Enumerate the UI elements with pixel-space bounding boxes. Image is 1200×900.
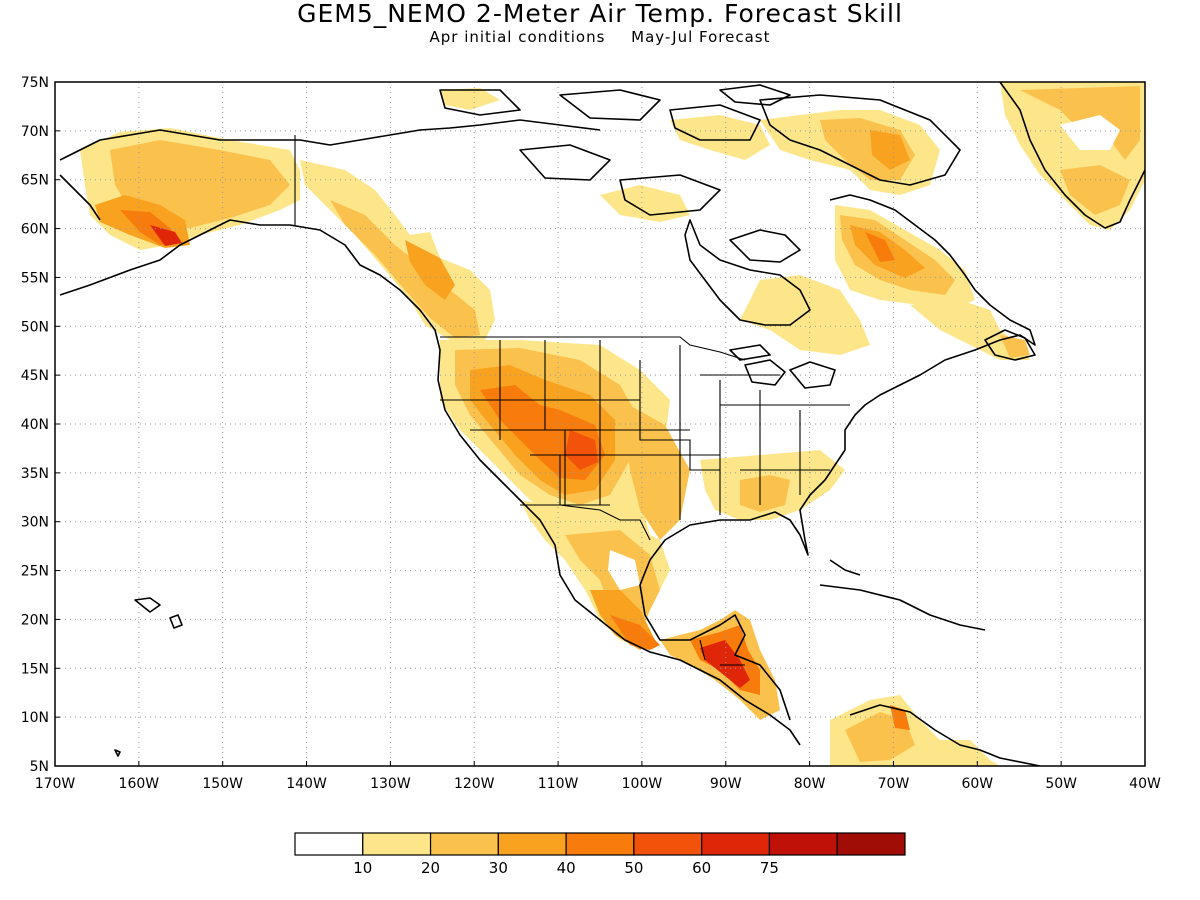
political-boundaries (294, 135, 850, 666)
colorbar-swatch (768, 832, 838, 856)
lat-tick-label: 30N (21, 515, 49, 531)
lat-tick-label: 65N (21, 173, 49, 189)
colorbar-swatch (294, 832, 364, 856)
lon-tick-label: 100W (622, 776, 663, 792)
colorbar-label: 75 (760, 859, 779, 877)
lat-tick-label: 10N (21, 710, 49, 726)
lat-tick-label: 35N (21, 466, 49, 482)
colorbar-swatch (701, 832, 771, 856)
lat-tick-label: 55N (21, 270, 49, 286)
colorbar-legend: 10 20 30 40 50 60 75 (294, 832, 906, 877)
lon-tick-label: 110W (538, 776, 579, 792)
lat-tick-label: 50N (21, 319, 49, 335)
colorbar-label: 40 (557, 859, 576, 877)
subtitle-forecast-period: May-Jul Forecast (631, 28, 771, 46)
lon-tick-label: 40W (1129, 776, 1161, 792)
colorbar-swatch (362, 832, 432, 856)
subtitle-initial-conditions: Apr initial conditions (429, 28, 606, 46)
colorbar-label: 10 (353, 859, 372, 877)
lon-tick-label: 90W (710, 776, 742, 792)
chart-title: GEM5_NEMO 2-Meter Air Temp. Forecast Ski… (297, 0, 903, 28)
lat-tick-label: 45N (21, 368, 49, 384)
lon-tick-label: 80W (794, 776, 826, 792)
lat-tick-label: 40N (21, 417, 49, 433)
colorbar-label: 50 (624, 859, 643, 877)
lat-tick-label: 15N (21, 661, 49, 677)
colorbar-swatch (497, 832, 567, 856)
lat-tick-label: 60N (21, 222, 49, 238)
latitude-axis: 75N 70N 65N 60N 55N 50N 45N 40N 35N 30N 25N 20N 15N 1… (21, 75, 60, 775)
lat-tick-label: 70N (21, 124, 49, 140)
colorbar-label: 30 (489, 859, 508, 877)
colorbar-swatch (633, 832, 703, 856)
lat-tick-label: 5N (30, 759, 49, 775)
lon-tick-label: 140W (286, 776, 327, 792)
lon-tick-label: 70W (878, 776, 910, 792)
lon-tick-label: 50W (1045, 776, 1077, 792)
lon-tick-label: 170W (35, 776, 76, 792)
colorbar-swatch (429, 832, 499, 856)
colorbar-swatch (565, 832, 635, 856)
lat-tick-label: 25N (21, 564, 49, 580)
lon-tick-label: 150W (202, 776, 243, 792)
lat-tick-label: 20N (21, 612, 49, 628)
colorbar-label: 60 (692, 859, 711, 877)
lon-tick-label: 130W (370, 776, 411, 792)
skill-shading-layer (80, 82, 1145, 766)
lat-tick-label: 75N (21, 75, 49, 91)
longitude-axis: 170W 160W 150W 140W 130W 120W 110W 100W 90W 80W 70… (35, 761, 1161, 792)
chart-subtitle: Apr initial conditions May-Jul Forecast (0, 28, 1200, 46)
lon-tick-label: 120W (454, 776, 495, 792)
colorbar-label: 20 (421, 859, 440, 877)
coastline-lines (59, 82, 1145, 766)
lon-tick-label: 60W (961, 776, 993, 792)
colorbar-swatch (836, 832, 906, 856)
lon-tick-label: 160W (119, 776, 160, 792)
